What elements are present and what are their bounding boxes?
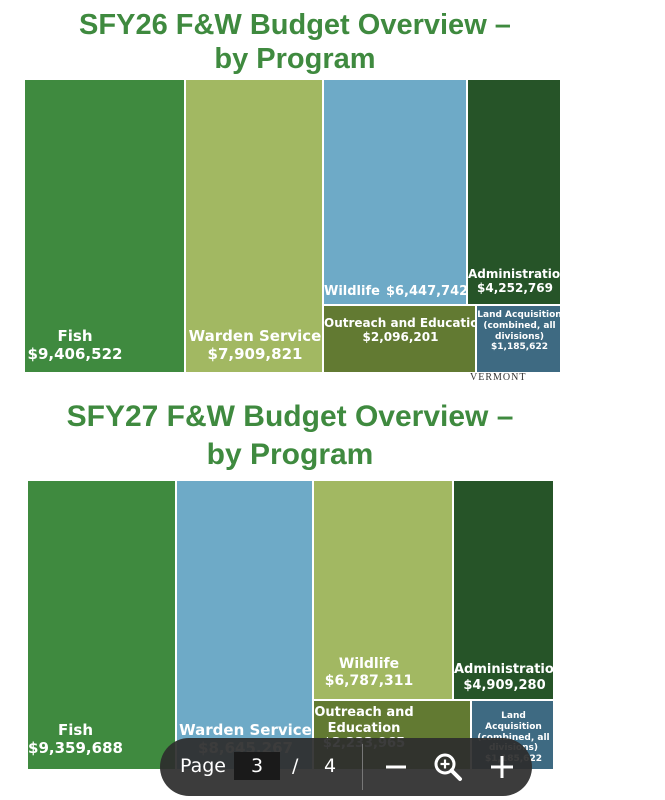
tile-label-wildlife: Wildlife $6,447,742 — [324, 284, 468, 300]
tile-name: Administration — [468, 267, 561, 281]
tile-label-wildlife: Wildlife $6,787,311 — [314, 656, 424, 690]
tile-name: Fish — [58, 721, 93, 739]
tile-label-administration: Administration $4,909,280 — [454, 662, 554, 693]
tile-name: Outreach and Education — [324, 316, 488, 330]
treemap-tile-wildlife: Wildlife $6,787,311 — [313, 480, 453, 700]
zoom-out-button[interactable] — [380, 751, 412, 783]
tile-value: $1,185,622 — [491, 342, 548, 353]
treemap-tile-wildlife: Wildlife $6,447,742 — [323, 79, 468, 305]
treemap-sfy26: Fish $9,406,522 Warden Service $7,909,821 Wi… — [24, 79, 561, 373]
tile-label-outreach-education: Outreach and Education $2,096,201 — [324, 316, 488, 345]
treemap-tile-fish: Fish $9,359,688 — [27, 480, 176, 770]
tile-label-warden-service: Warden Service $7,909,821 — [186, 327, 324, 363]
chart-title-sfy27: SFY27 F&W Budget Overview – by Program — [0, 398, 580, 474]
total-pages: 4 — [324, 755, 337, 777]
page-number-input[interactable] — [234, 752, 280, 780]
tile-name: Warden Service — [188, 327, 322, 345]
treemap-tile-warden-service: Warden Service$8,645,267 — [176, 480, 313, 770]
vermont-logo-text: VERMONT — [470, 372, 527, 383]
tile-value: $2,096,201 — [362, 330, 439, 345]
tile-name: Wildlife — [324, 284, 380, 299]
tile-name: Fish — [57, 327, 93, 345]
zoom-in-icon — [434, 753, 462, 781]
tile-label-fish: Fish $9,406,522 — [25, 327, 125, 363]
tile-name: Outreach and Education — [314, 705, 414, 736]
tile-value: $4,252,769 — [477, 281, 553, 296]
treemap-tile-outreach-education: Outreach and Education $2,096,201 — [323, 305, 488, 373]
plus-icon — [491, 756, 513, 778]
zoom-out-icon — [386, 765, 406, 769]
title-line-2: by Program — [206, 438, 374, 471]
treemap-tile-administration: Administration $4,909,280 — [453, 480, 554, 700]
page-label: Page — [180, 755, 226, 777]
treemap-tile-administration: Administration $4,252,769 — [467, 79, 561, 305]
tile-value: $6,447,742 — [385, 284, 469, 299]
tile-name: Administration — [454, 662, 554, 677]
toolbar-divider — [362, 744, 363, 790]
tile-value: $9,359,688 — [28, 739, 123, 757]
pdf-page-toolbar: Page / 4 — [160, 738, 532, 796]
treemap-tile-fish: Fish $9,406,522 — [24, 79, 185, 373]
tile-label-fish: Fish $9,359,688 — [28, 721, 123, 757]
page-separator: / — [292, 755, 299, 777]
tile-name: Warden Service — [179, 721, 312, 739]
title-line-1: SFY27 F&W Budget Overview – — [66, 400, 514, 433]
treemap-tile-warden-service: Warden Service $7,909,821 — [185, 79, 323, 373]
zoom-plus-button[interactable] — [486, 751, 518, 783]
tile-label-administration: Administration $4,252,769 — [468, 267, 561, 296]
tile-value: $7,909,821 — [207, 345, 303, 363]
tile-name: Wildlife — [338, 656, 400, 672]
title-line-1: SFY26 F&W Budget Overview – — [79, 9, 511, 41]
zoom-in-button[interactable] — [432, 751, 464, 783]
tile-value: $9,406,522 — [27, 345, 123, 363]
tile-value: $6,787,311 — [324, 672, 414, 689]
chart-title-sfy26: SFY26 F&W Budget Overview – by Program — [0, 8, 590, 76]
tile-value: $4,909,280 — [463, 677, 546, 693]
title-line-2: by Program — [214, 43, 376, 75]
